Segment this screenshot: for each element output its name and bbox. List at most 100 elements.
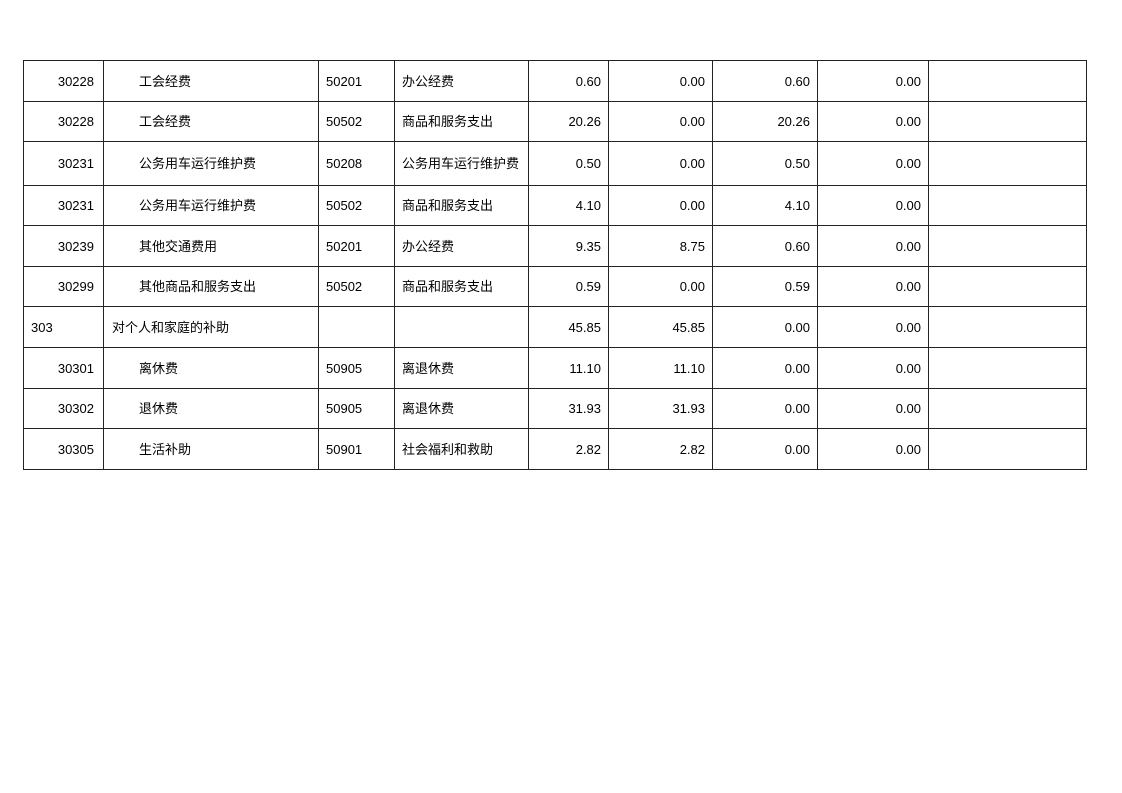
basic-value: 0.00 [608, 266, 713, 307]
table-row: 30231 公务用车运行维护费 50502 商品和服务支出 4.10 0.00 4.10 0.… [23, 185, 1087, 226]
econ-name: 社会福利和救助 [394, 428, 529, 470]
note-cell [928, 101, 1087, 142]
row-name: 其他商品和服务支出 [103, 266, 319, 307]
row-code: 30231 [23, 141, 104, 186]
row-code: 30239 [23, 225, 104, 267]
project-value: 0.00 [712, 306, 818, 348]
econ-name: 商品和服务支出 [394, 266, 529, 307]
econ-name: 办公经费 [394, 60, 529, 102]
total-value: 9.35 [528, 225, 609, 267]
other-value: 0.00 [817, 185, 929, 226]
row-name: 生活补助 [103, 428, 319, 470]
note-cell [928, 266, 1087, 307]
econ-code [318, 306, 395, 348]
row-code: 30228 [23, 101, 104, 142]
econ-code: 50201 [318, 60, 395, 102]
other-value: 0.00 [817, 141, 929, 186]
project-value: 0.59 [712, 266, 818, 307]
basic-value: 2.82 [608, 428, 713, 470]
row-code: 30299 [23, 266, 104, 307]
project-value: 20.26 [712, 101, 818, 142]
basic-value: 31.93 [608, 388, 713, 429]
other-value: 0.00 [817, 266, 929, 307]
basic-value: 45.85 [608, 306, 713, 348]
project-value: 0.00 [712, 388, 818, 429]
other-value: 0.00 [817, 388, 929, 429]
total-value: 2.82 [528, 428, 609, 470]
note-cell [928, 60, 1087, 102]
row-name: 离休费 [103, 347, 319, 389]
total-value: 45.85 [528, 306, 609, 348]
row-name: 退休费 [103, 388, 319, 429]
budget-table: 30228 工会经费 50201 办公经费 0.60 0.00 0.60 0.00 30228 工… [23, 60, 1087, 470]
row-name: 公务用车运行维护费 [103, 141, 319, 186]
note-cell [928, 388, 1087, 429]
table-row: 30228 工会经费 50201 办公经费 0.60 0.00 0.60 0.00 [23, 60, 1087, 102]
econ-code: 50901 [318, 428, 395, 470]
row-code: 30231 [23, 185, 104, 226]
row-code: 30302 [23, 388, 104, 429]
econ-code: 50208 [318, 141, 395, 186]
other-value: 0.00 [817, 428, 929, 470]
project-value: 4.10 [712, 185, 818, 226]
econ-code: 50905 [318, 388, 395, 429]
project-value: 0.00 [712, 347, 818, 389]
econ-code: 50502 [318, 185, 395, 226]
basic-value: 11.10 [608, 347, 713, 389]
econ-name: 办公经费 [394, 225, 529, 267]
row-name: 其他交通费用 [103, 225, 319, 267]
total-value: 11.10 [528, 347, 609, 389]
table-row: 30302 退休费 50905 离退休费 31.93 31.93 0.00 0.00 [23, 388, 1087, 429]
other-value: 0.00 [817, 347, 929, 389]
note-cell [928, 141, 1087, 186]
category-row: 303 对个人和家庭的补助 45.85 45.85 0.00 0.00 [23, 306, 1087, 348]
project-value: 0.00 [712, 428, 818, 470]
basic-value: 0.00 [608, 60, 713, 102]
row-name: 公务用车运行维护费 [103, 185, 319, 226]
total-value: 20.26 [528, 101, 609, 142]
row-code: 30301 [23, 347, 104, 389]
table-row: 30299 其他商品和服务支出 50502 商品和服务支出 0.59 0.00 0.59 0.… [23, 266, 1087, 307]
basic-value: 8.75 [608, 225, 713, 267]
econ-name: 离退休费 [394, 347, 529, 389]
total-value: 31.93 [528, 388, 609, 429]
econ-code: 50201 [318, 225, 395, 267]
note-cell [928, 225, 1087, 267]
total-value: 0.50 [528, 141, 609, 186]
row-code: 303 [23, 306, 104, 348]
basic-value: 0.00 [608, 101, 713, 142]
econ-name [394, 306, 529, 348]
row-name: 工会经费 [103, 101, 319, 142]
note-cell [928, 347, 1087, 389]
note-cell [928, 428, 1087, 470]
note-cell [928, 185, 1087, 226]
econ-code: 50502 [318, 266, 395, 307]
row-code: 30228 [23, 60, 104, 102]
other-value: 0.00 [817, 306, 929, 348]
table-row: 30239 其他交通费用 50201 办公经费 9.35 8.75 0.60 0.00 [23, 225, 1087, 267]
other-value: 0.00 [817, 225, 929, 267]
project-value: 0.60 [712, 225, 818, 267]
table-row: 30228 工会经费 50502 商品和服务支出 20.26 0.00 20.26 0.00 [23, 101, 1087, 142]
table-row: 30231 公务用车运行维护费 50208 公务用车运行维护费 0.50 0.00 0.50… [23, 141, 1087, 186]
project-value: 0.50 [712, 141, 818, 186]
table-body: 30228 工会经费 50201 办公经费 0.60 0.00 0.60 0.00 30228 工… [23, 60, 1087, 470]
total-value: 0.59 [528, 266, 609, 307]
other-value: 0.00 [817, 60, 929, 102]
row-code: 30305 [23, 428, 104, 470]
econ-name: 公务用车运行维护费 [394, 141, 529, 186]
econ-code: 50905 [318, 347, 395, 389]
note-cell [928, 306, 1087, 348]
total-value: 0.60 [528, 60, 609, 102]
total-value: 4.10 [528, 185, 609, 226]
econ-name: 商品和服务支出 [394, 185, 529, 226]
project-value: 0.60 [712, 60, 818, 102]
row-name: 对个人和家庭的补助 [103, 306, 319, 348]
basic-value: 0.00 [608, 185, 713, 226]
row-name: 工会经费 [103, 60, 319, 102]
other-value: 0.00 [817, 101, 929, 142]
table-row: 30301 离休费 50905 离退休费 11.10 11.10 0.00 0.00 [23, 347, 1087, 389]
table-row: 30305 生活补助 50901 社会福利和救助 2.82 2.82 0.00 0.00 [23, 428, 1087, 470]
econ-code: 50502 [318, 101, 395, 142]
basic-value: 0.00 [608, 141, 713, 186]
